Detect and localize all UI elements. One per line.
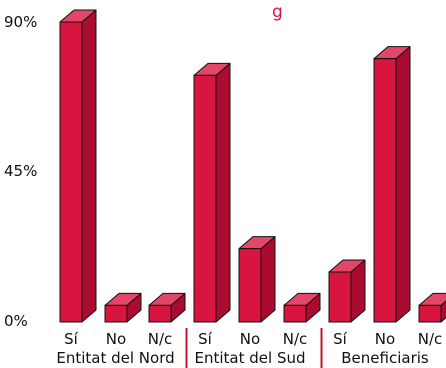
y-axis: 90% 45% 0% (4, 13, 37, 330)
bar-1-1 (59, 9, 97, 323)
bar-1-1-side (81, 9, 97, 323)
x-tick-label: N/c (418, 330, 443, 348)
y-tick-label-mid: 45% (4, 162, 37, 180)
bar-1-1-front (59, 21, 83, 323)
x-tick-label: N/c (148, 330, 173, 348)
bar-2-1-front (193, 74, 217, 323)
bar-3-3-front (418, 304, 442, 323)
bar-3-2-front (373, 58, 397, 323)
bar-3-1-front (328, 271, 352, 323)
group-label: Beneficiaris (341, 349, 429, 367)
chart-title: g (272, 2, 283, 22)
bar-1-3-front (148, 304, 172, 323)
group-label: Entitat del Nord (56, 349, 174, 367)
bar-3-3 (418, 292, 446, 323)
group-separators (185, 328, 323, 368)
group-label: Entitat del Sud (195, 349, 306, 367)
x-tick-label: No (106, 330, 126, 348)
bar-3-3-top (418, 292, 446, 306)
bar-2-2-front (238, 248, 262, 323)
bar-2-1-side (215, 62, 231, 323)
bar-3-2-side (395, 46, 411, 323)
bar-2-2 (238, 236, 276, 323)
x-tick-label: Sí (198, 330, 213, 348)
bar-1-3 (148, 292, 186, 323)
bar-1-2-front (104, 304, 128, 323)
x-tick-label: Sí (64, 330, 79, 348)
x-tick-label: Sí (333, 330, 348, 348)
bar-series (59, 9, 446, 323)
bar-1-2 (104, 292, 142, 323)
x-tick-label: No (375, 330, 395, 348)
y-tick-label-max: 90% (4, 13, 37, 31)
x-tick-label: No (240, 330, 260, 348)
bar-2-3-front (283, 304, 307, 323)
bar-3-1 (328, 259, 366, 323)
bar-3-2 (373, 46, 411, 323)
y-tick-label-min: 0% (4, 312, 28, 330)
bar-2-2-side (260, 236, 276, 323)
bar-2-3 (283, 292, 321, 323)
bar-2-1 (193, 62, 231, 323)
x-tick-label: N/c (283, 330, 308, 348)
